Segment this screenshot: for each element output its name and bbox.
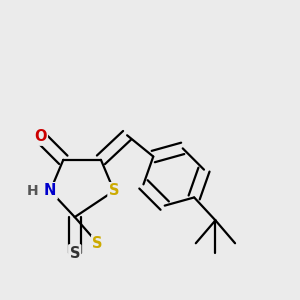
Text: O: O bbox=[34, 129, 47, 144]
Text: H: H bbox=[26, 184, 38, 198]
Text: H: H bbox=[26, 183, 38, 198]
Text: S: S bbox=[70, 246, 80, 261]
Text: S: S bbox=[92, 236, 103, 251]
Text: S: S bbox=[109, 183, 119, 198]
Text: N: N bbox=[44, 183, 56, 198]
